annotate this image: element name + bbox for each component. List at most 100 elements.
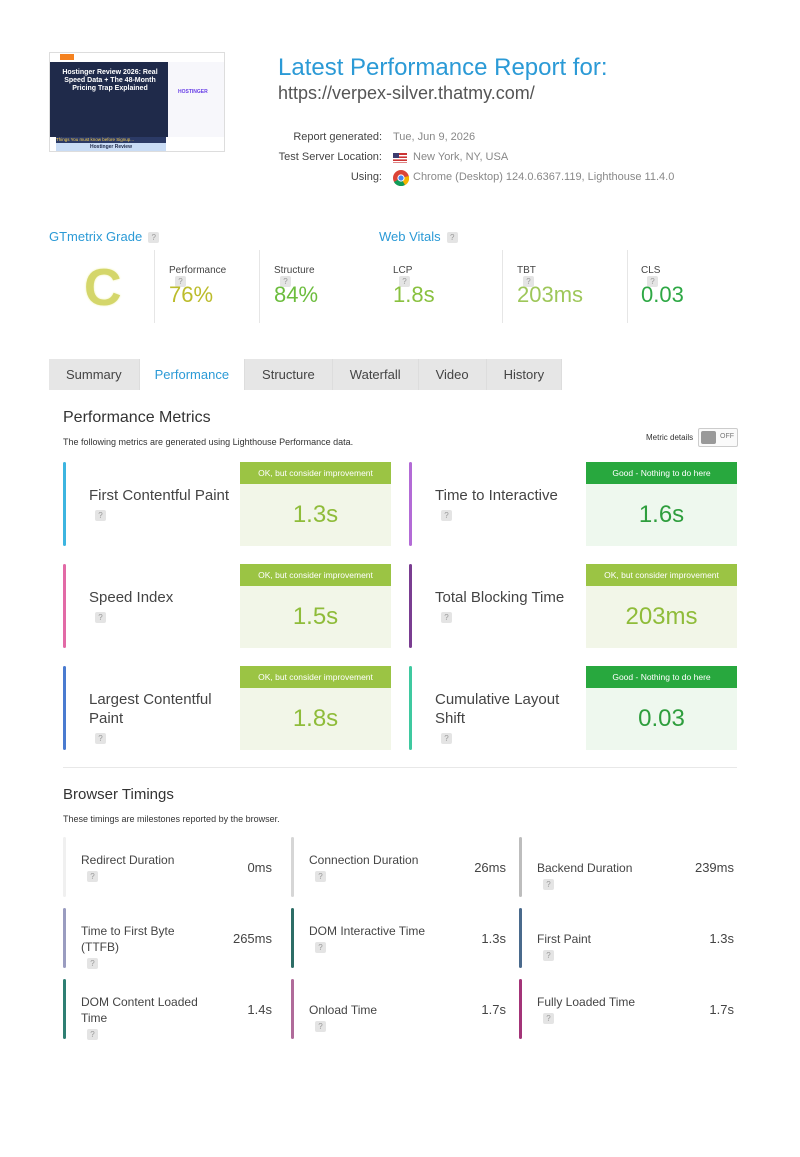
timing-bar bbox=[519, 908, 522, 968]
thumb-banner: Things You must know before Signup... bbox=[56, 137, 166, 143]
metric-name-text: Largest Contentful Paint bbox=[89, 691, 212, 727]
timing-card: Backend Duration? 239ms bbox=[519, 837, 734, 897]
timing-card: First Paint? 1.3s bbox=[519, 908, 734, 968]
tab[interactable]: Waterfall bbox=[333, 359, 419, 390]
metric-name-text: Time to Interactive bbox=[435, 487, 558, 504]
thumb-logo bbox=[60, 54, 74, 60]
vitals-title: Web Vitals? bbox=[379, 229, 458, 244]
metric-status: Good - Nothing to do here bbox=[586, 666, 737, 688]
tab[interactable]: Summary bbox=[49, 359, 140, 390]
metric-name-text: Cumulative Layout Shift bbox=[435, 691, 560, 727]
score-label: Structure? bbox=[274, 265, 315, 287]
timing-card: DOM Content Loaded Time? 1.4s bbox=[63, 979, 278, 1042]
metric-card: Total Blocking Time? OK, but consider imp… bbox=[409, 564, 737, 648]
toggle-state: OFF bbox=[720, 433, 734, 440]
timing-value: 26ms bbox=[474, 860, 506, 875]
score-value: 1.8s bbox=[393, 282, 435, 307]
metric-name: Speed Index? bbox=[89, 588, 234, 626]
timing-value: 1.4s bbox=[247, 1002, 272, 1017]
score-label: LCP? bbox=[393, 265, 412, 287]
metric-bar bbox=[409, 666, 412, 750]
meta-value: New York, NY, USA bbox=[413, 151, 509, 163]
timing-bar bbox=[519, 979, 522, 1039]
timing-bar bbox=[63, 908, 66, 968]
vitals-title-text: Web Vitals bbox=[379, 229, 441, 244]
help-icon: ? bbox=[543, 879, 554, 891]
timing-name: First Paint? bbox=[537, 931, 657, 963]
meta-value: Chrome (Desktop) 124.0.6367.119, Lightho… bbox=[413, 171, 675, 183]
metric-value: 1.6s bbox=[586, 484, 737, 546]
meta-label: Report generated: bbox=[293, 131, 382, 143]
score-label-text: TBT bbox=[517, 265, 536, 276]
metric-status: OK, but consider improvement bbox=[240, 462, 391, 484]
metric-bar bbox=[63, 666, 66, 750]
metric-status: OK, but consider improvement bbox=[586, 564, 737, 586]
thumbnail: Hostinger Review 2026: Real Speed Data +… bbox=[49, 52, 225, 152]
help-icon: ? bbox=[95, 611, 106, 623]
help-icon: ? bbox=[441, 732, 452, 744]
help-icon: ? bbox=[315, 1021, 326, 1033]
meta-value: Tue, Jun 9, 2026 bbox=[393, 131, 476, 143]
report-title: Latest Performance Report for: bbox=[278, 54, 608, 81]
timing-bar bbox=[291, 908, 294, 968]
meta-label: Using: bbox=[350, 171, 382, 183]
tab[interactable]: Structure bbox=[245, 359, 333, 390]
chrome-icon bbox=[393, 170, 409, 186]
timing-bar bbox=[291, 837, 294, 897]
metric-bar bbox=[63, 564, 66, 648]
thumb-brand: HOSTINGER bbox=[178, 89, 208, 95]
help-icon: ? bbox=[399, 276, 410, 287]
metric-value: 203ms bbox=[586, 586, 737, 648]
perf-title: Performance Metrics bbox=[63, 409, 211, 426]
help-icon: ? bbox=[441, 509, 452, 521]
timing-bar bbox=[291, 979, 294, 1039]
metric-name: Time to Interactive? bbox=[435, 486, 580, 524]
score-label-text: LCP bbox=[393, 265, 413, 276]
metric-card: Largest Contentful Paint? OK, but conside… bbox=[63, 666, 391, 750]
toggle-knob bbox=[701, 431, 716, 444]
help-icon: ? bbox=[87, 871, 98, 883]
metric-bar bbox=[409, 462, 412, 546]
metric-name-text: Speed Index bbox=[89, 589, 174, 606]
toggle-label: Metric details bbox=[646, 433, 694, 442]
help-icon: ? bbox=[647, 276, 658, 287]
timing-name: Backend Duration? bbox=[537, 860, 657, 892]
timing-value: 265ms bbox=[232, 931, 272, 946]
tab[interactable]: Video bbox=[419, 359, 487, 390]
help-icon: ? bbox=[441, 611, 452, 623]
meta-label: Test Server Location: bbox=[278, 151, 382, 163]
score-label-text: CLS bbox=[641, 265, 661, 276]
score-label-text: Structure bbox=[274, 265, 315, 276]
tab[interactable]: Performance bbox=[139, 359, 246, 390]
metric-name-text: First Contentful Paint bbox=[89, 487, 230, 504]
divider bbox=[154, 250, 155, 323]
timing-name-text: DOM Interactive Time bbox=[309, 924, 426, 938]
help-icon: ? bbox=[95, 509, 106, 521]
metric-name: First Contentful Paint? bbox=[89, 486, 234, 524]
tab[interactable]: History bbox=[487, 359, 563, 390]
timing-bar bbox=[519, 837, 522, 897]
thumb-nav bbox=[50, 53, 224, 61]
timing-value: 0ms bbox=[247, 860, 272, 875]
timing-name: DOM Content Loaded Time? bbox=[81, 994, 201, 1042]
divider bbox=[63, 767, 737, 768]
timing-name-text: Fully Loaded Time bbox=[537, 995, 636, 1009]
timing-value: 1.3s bbox=[709, 931, 734, 946]
score-value: 0.03 bbox=[641, 282, 684, 307]
metric-name: Total Blocking Time? bbox=[435, 588, 580, 626]
timing-name-text: Connection Duration bbox=[309, 853, 419, 867]
report-url: https://verpex-silver.thatmy.com/ bbox=[278, 83, 535, 103]
help-icon: ? bbox=[87, 958, 98, 970]
timing-value: 1.7s bbox=[709, 1002, 734, 1017]
timing-name-text: Time to First Byte (TTFB) bbox=[81, 924, 175, 954]
timing-bar bbox=[63, 837, 66, 897]
metric-bar bbox=[63, 462, 66, 546]
timing-name: Onload Time? bbox=[309, 1002, 439, 1034]
help-icon: ? bbox=[523, 276, 534, 287]
help-icon: ? bbox=[175, 276, 186, 287]
timing-card: Redirect Duration? 0ms bbox=[63, 837, 278, 897]
metric-value: 1.8s bbox=[240, 688, 391, 750]
timing-value: 1.3s bbox=[481, 931, 506, 946]
toggle[interactable]: OFF bbox=[698, 428, 738, 447]
thumb-footer: Hostinger Review bbox=[56, 143, 166, 151]
